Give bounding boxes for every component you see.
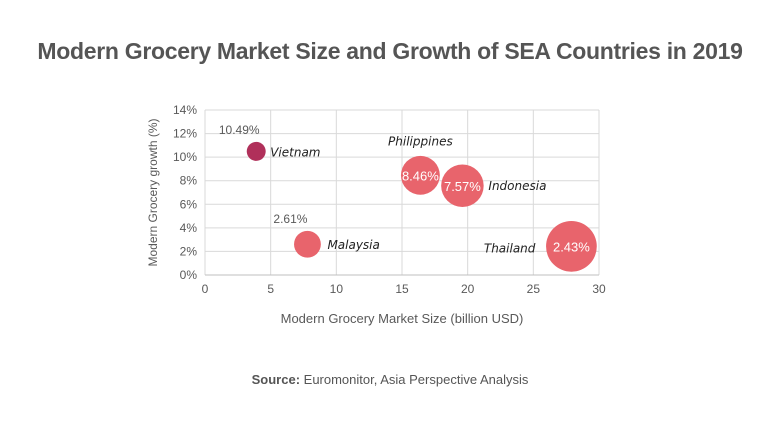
y-tick-label: 12% — [173, 127, 197, 141]
y-axis-title: Modern Grocery growth (%) — [146, 118, 160, 266]
chart-title: Modern Grocery Market Size and Growth of… — [37, 38, 743, 64]
source-note: Source: Euromonitor, Asia Perspective An… — [0, 372, 780, 387]
x-tick-label: 15 — [395, 282, 409, 296]
x-tick-label: 5 — [267, 282, 274, 296]
source-text: Euromonitor, Asia Perspective Analysis — [300, 372, 529, 387]
country-label: Vietnam — [270, 145, 320, 159]
data-label: 10.49% — [219, 123, 260, 137]
y-tick-label: 4% — [180, 221, 198, 235]
x-tick-label: 10 — [330, 282, 344, 296]
y-tick-label: 10% — [173, 150, 197, 164]
y-tick-label: 8% — [180, 174, 198, 188]
source-label: Source: — [251, 372, 301, 387]
y-tick-label: 14% — [173, 103, 197, 117]
country-label: Indonesia — [488, 179, 546, 193]
bubble-philippines — [400, 155, 440, 195]
country-label: Philippines — [388, 134, 453, 148]
x-tick-label: 25 — [527, 282, 541, 296]
x-tick-label: 30 — [592, 282, 606, 296]
bubble-malaysia — [294, 230, 321, 258]
y-tick-label: 6% — [180, 197, 198, 211]
data-label: 2.61% — [273, 212, 307, 226]
country-label: Malaysia — [327, 238, 379, 252]
bubble-indonesia — [441, 164, 484, 208]
y-tick-label: 2% — [180, 244, 198, 258]
country-label: Thailand — [484, 241, 536, 255]
bubble-vietnam — [246, 141, 266, 161]
x-axis-title: Modern Grocery Market Size (billion USD) — [281, 311, 524, 326]
data-label: 7.57% — [444, 179, 481, 194]
data-label: 8.46% — [402, 168, 439, 183]
data-label: 2.43% — [553, 239, 590, 254]
y-tick-label: 0% — [180, 268, 198, 282]
x-tick-label: 0 — [202, 282, 209, 296]
x-tick-label: 20 — [461, 282, 475, 296]
bubble-thailand — [546, 221, 597, 272]
